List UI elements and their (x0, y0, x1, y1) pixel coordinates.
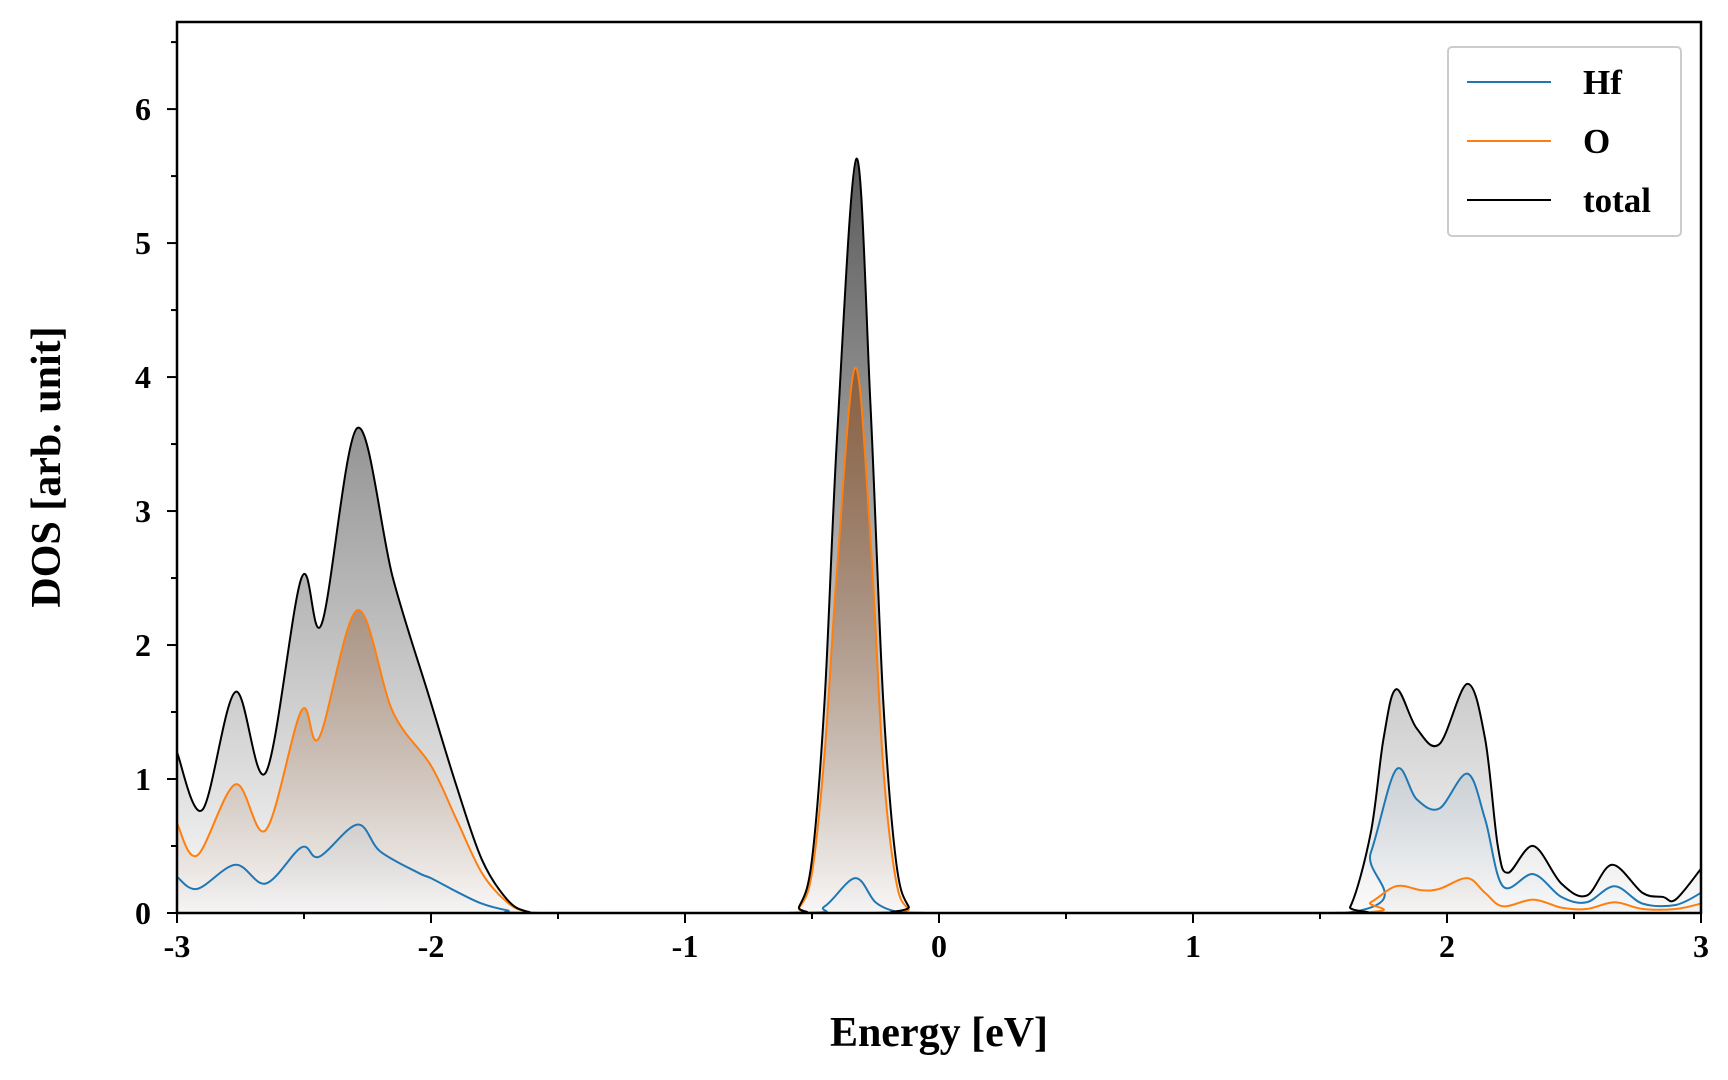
y-tick-label: 6 (135, 91, 151, 127)
x-tick-label: 3 (1693, 928, 1709, 964)
area-fills (177, 158, 1701, 913)
y-axis-label: DOS [arb. unit] (24, 326, 70, 607)
x-tick-label: -1 (672, 928, 699, 964)
y-tick-label: 5 (135, 225, 151, 261)
y-tick-label: 3 (135, 493, 151, 529)
x-axis-label: Energy [eV] (830, 1010, 1048, 1056)
x-tick-label: -3 (164, 928, 191, 964)
series-lines (176, 157, 1702, 915)
line-O (176, 366, 1702, 915)
y-axis-ticks: 0 1 2 3 4 5 6 (135, 41, 177, 931)
line-total (176, 157, 1702, 915)
legend-label-Hf: Hf (1583, 63, 1622, 102)
line-Hf (176, 767, 1702, 915)
x-axis-ticks: -3 -2 -1 0 1 2 3 (164, 913, 1709, 964)
y-tick-label: 4 (135, 359, 151, 395)
legend-label-O: O (1583, 122, 1610, 161)
legend-label-total: total (1583, 181, 1651, 220)
y-tick-label: 1 (135, 761, 151, 797)
x-tick-label: -2 (418, 928, 445, 964)
x-tick-label: 2 (1439, 928, 1455, 964)
fill-Hf (177, 768, 1701, 913)
y-tick-label: 2 (135, 627, 151, 663)
y-tick-label: 0 (135, 895, 151, 931)
legend-box (1447, 46, 1682, 237)
x-tick-label: 1 (1185, 928, 1201, 964)
x-tick-label: 0 (931, 928, 947, 964)
